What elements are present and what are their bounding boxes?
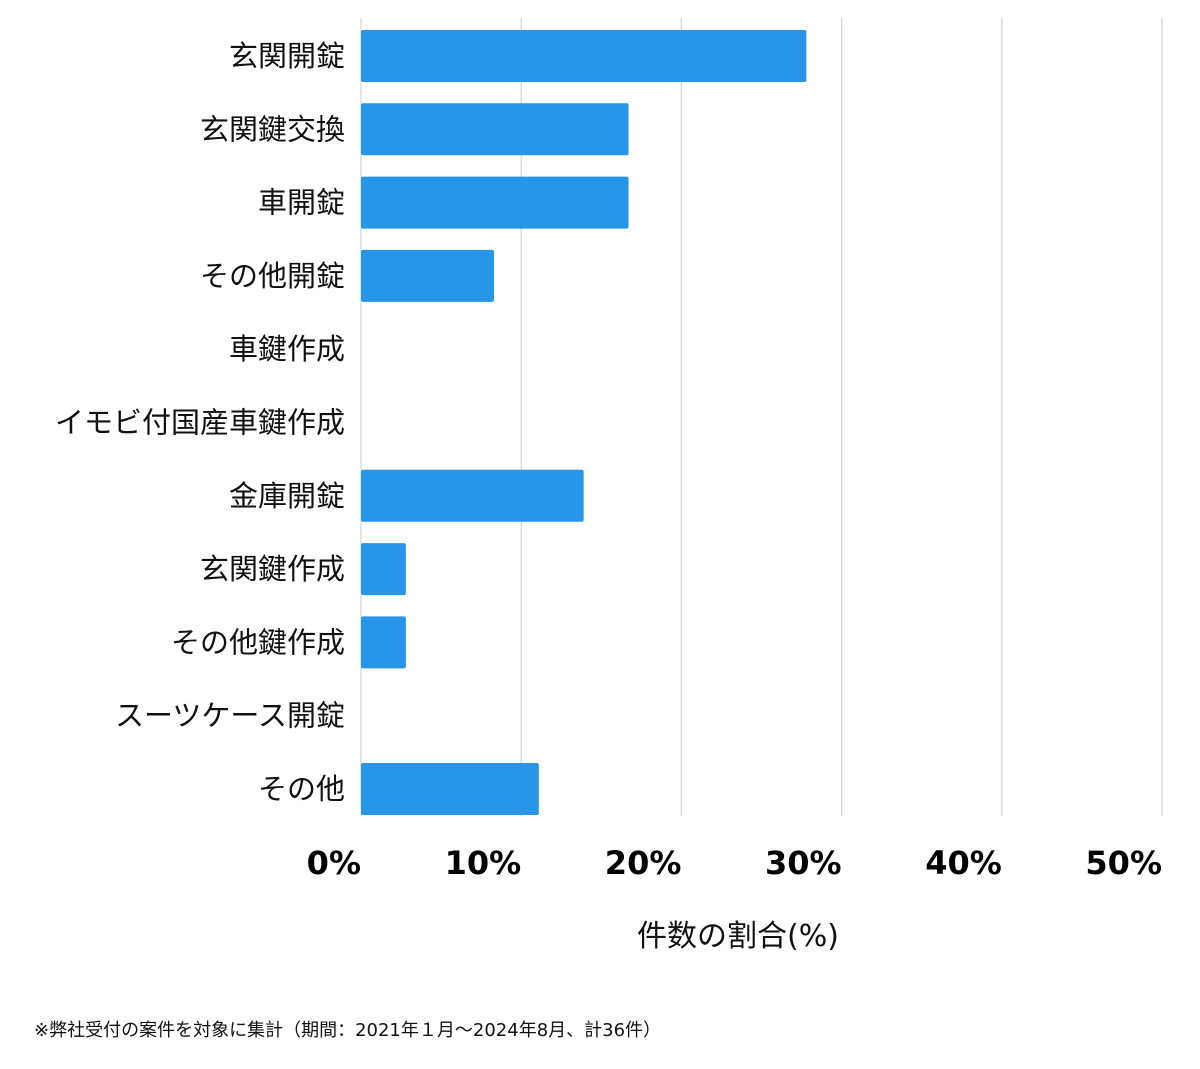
category-label: 玄関開錠 [229,39,345,73]
category-label: 車開錠 [258,186,345,220]
x-tick-label: 30% [765,844,842,882]
bar [361,30,807,82]
category-label: その他鍵作成 [171,625,345,659]
category-label: 金庫開錠 [229,479,345,513]
bar [361,469,584,522]
category-labels: 玄関開錠玄関鍵交換車開錠その他開錠車鍵作成イモビ付国産車鍵作成金庫開錠玄関鍵作成… [55,39,345,806]
x-axis-title: 件数の割合(%) [637,919,839,954]
category-label: 玄関鍵交換 [200,112,345,146]
category-label: 玄関鍵作成 [200,552,345,586]
category-label: その他開錠 [200,259,345,293]
bar [361,103,629,156]
bar [361,176,629,229]
category-label: その他 [258,772,345,806]
footnote: ※弊社受付の案件を対象に集計（期間：2021年１月〜2024年8月、計36件） [34,1020,662,1041]
category-label: 車鍵作成 [229,332,345,366]
x-tick-label: 20% [605,844,682,882]
bar [361,249,494,302]
x-tick-label: 40% [925,844,1002,882]
bar [361,616,406,669]
x-tick-labels: 0% 10% 20% 30% 40% 50% [307,844,1162,882]
bar [361,543,406,596]
x-tick-label: 10% [445,844,522,882]
category-label: イモビ付国産車鍵作成 [55,406,345,440]
x-tick-label: 50% [1085,844,1162,882]
category-label: スーツケース開錠 [115,699,345,733]
bars [361,30,807,815]
bar [361,763,539,815]
x-tick-label: 0% [307,844,361,882]
